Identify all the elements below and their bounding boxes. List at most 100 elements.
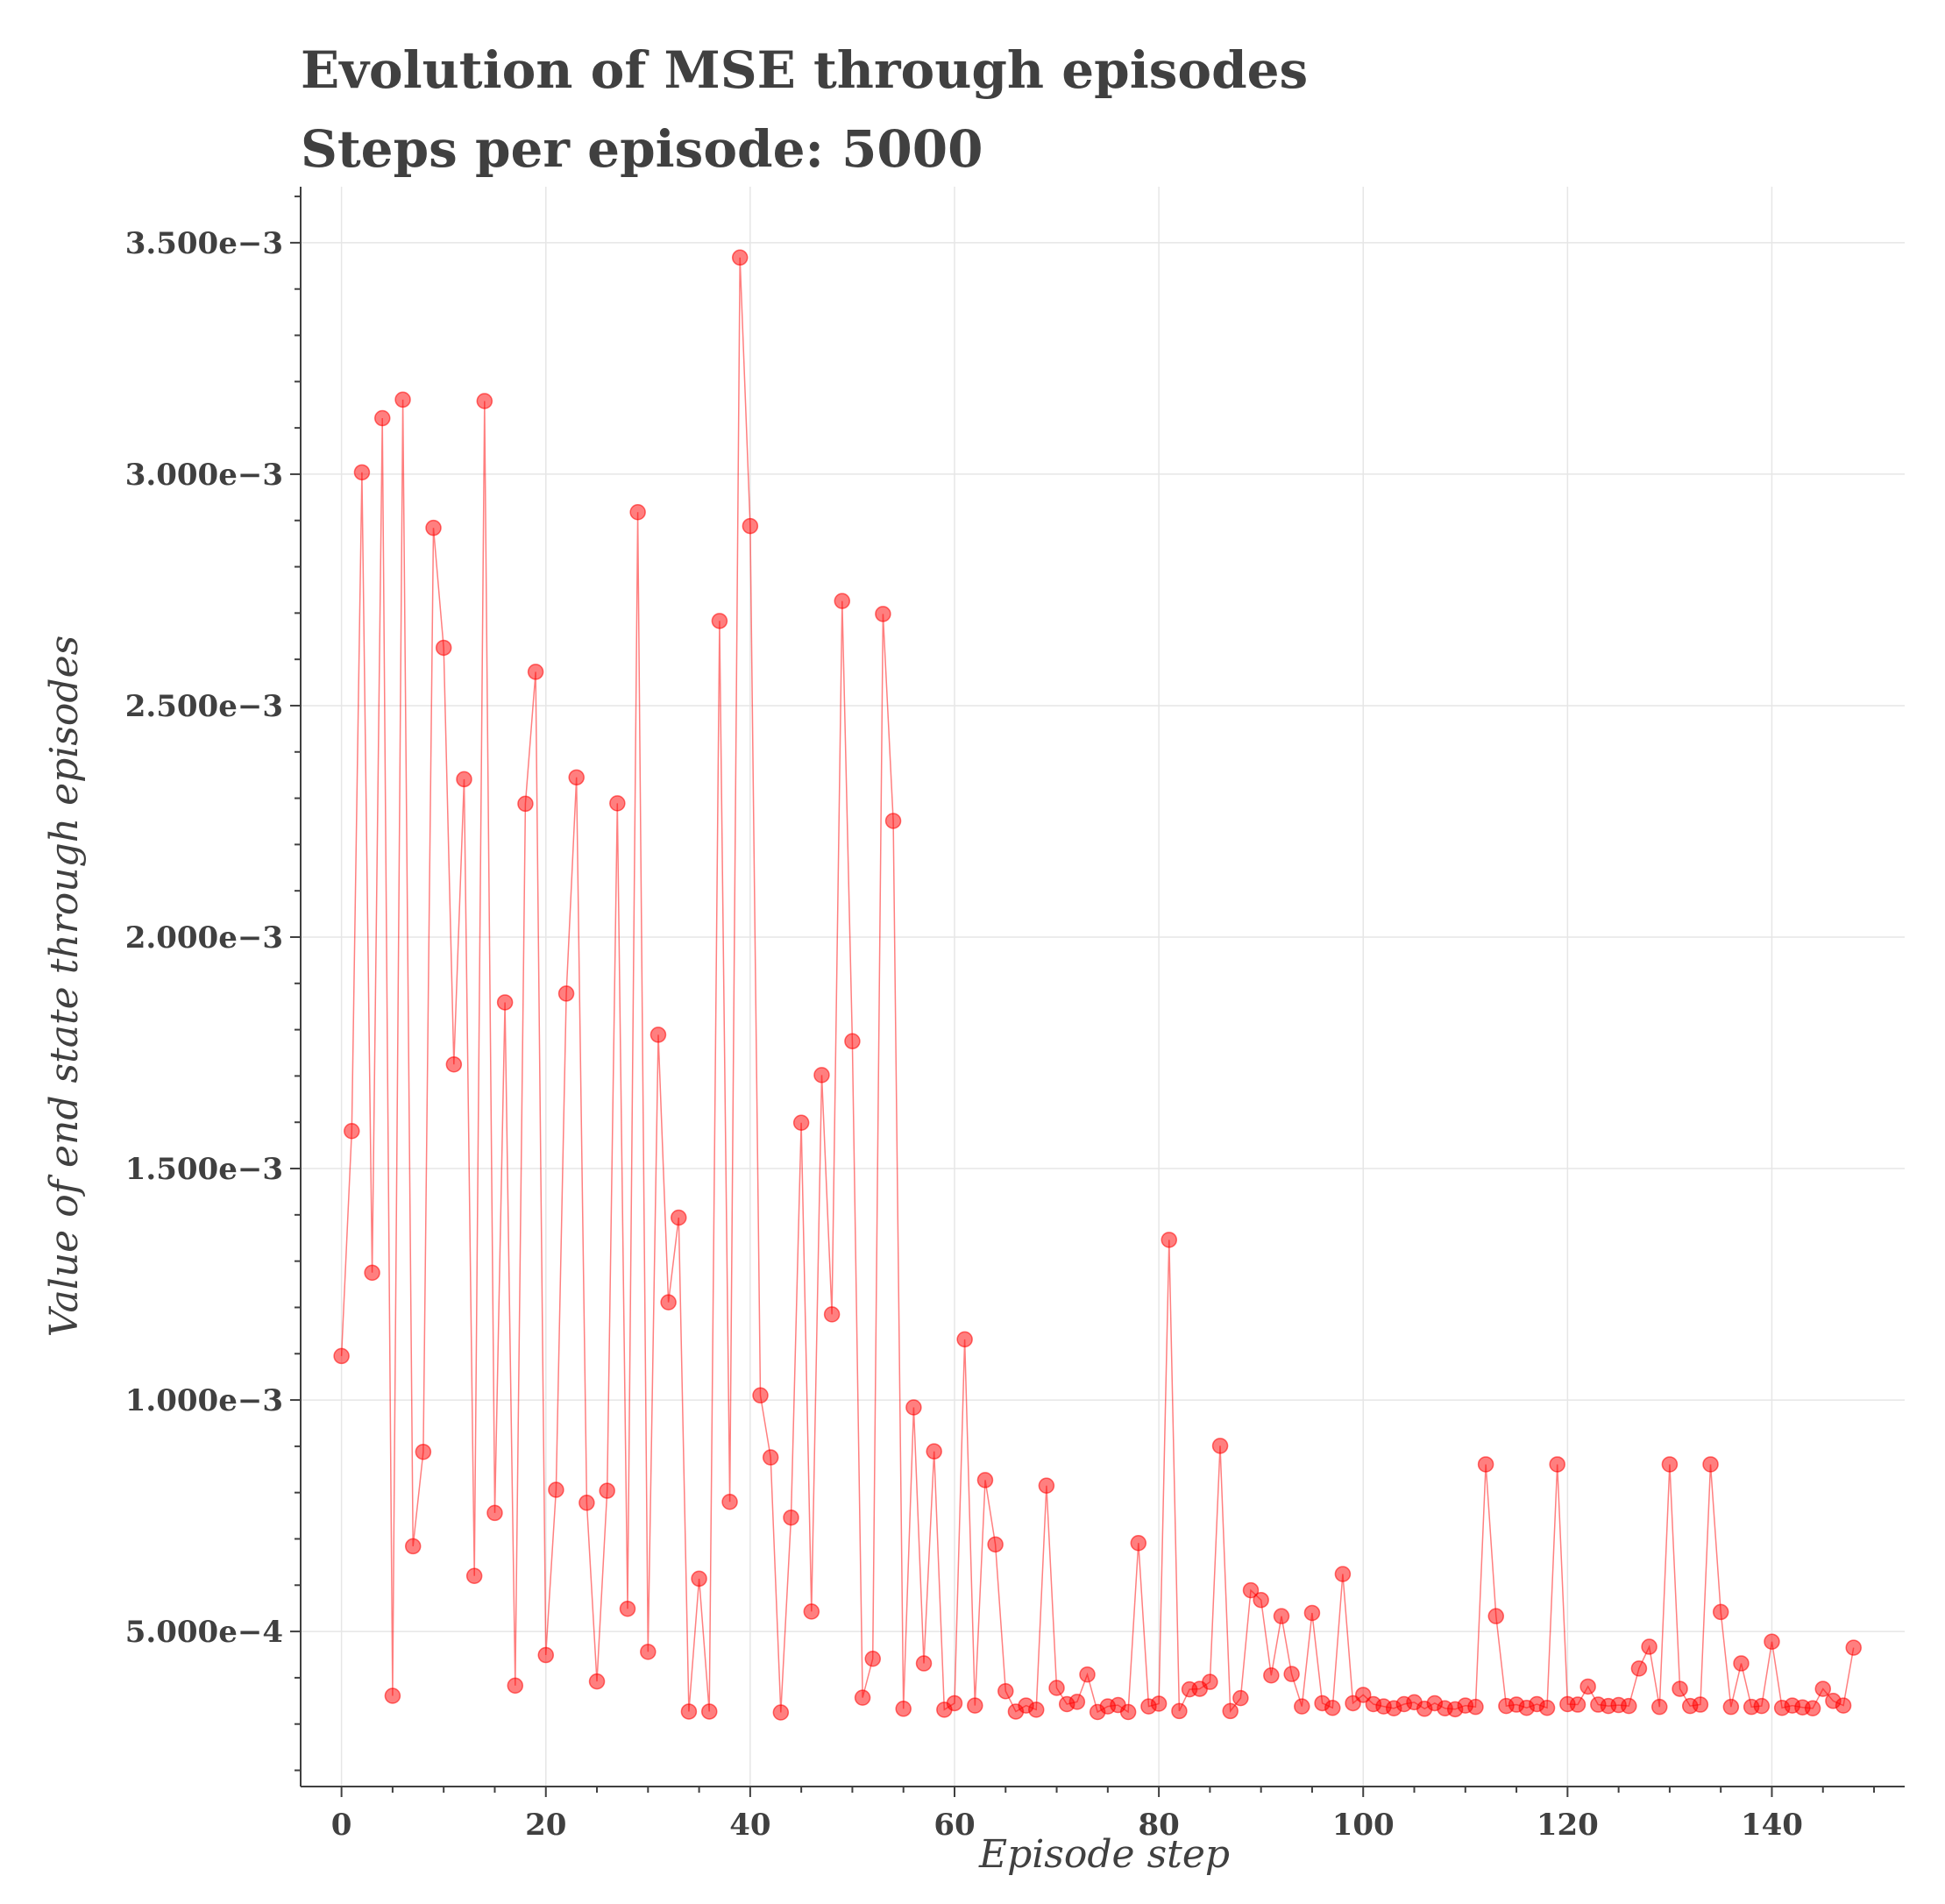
data-point: [792, 1114, 810, 1132]
series-line: [340, 257, 1855, 1714]
data-point: [823, 1306, 841, 1323]
data-point: [445, 1055, 463, 1073]
data-point: [1692, 1696, 1709, 1713]
x-tick-label: 0: [331, 1808, 352, 1843]
data-point: [333, 1347, 350, 1365]
data-point: [1722, 1698, 1740, 1716]
data-point: [671, 1209, 687, 1226]
data-point: [1733, 1655, 1750, 1672]
data-point: [1538, 1699, 1556, 1716]
data-point: [579, 1495, 595, 1511]
data-point: [1334, 1566, 1352, 1582]
data-point: [752, 1387, 769, 1404]
data-point: [1161, 1232, 1178, 1248]
data-point: [844, 1033, 861, 1050]
data-point: [364, 1264, 380, 1282]
chart-subtitle: Steps per episode: 5000: [301, 119, 983, 179]
chart-title: Evolution of MSE through episodes: [301, 40, 1308, 100]
data-point: [915, 1655, 933, 1672]
data-point: [1753, 1697, 1771, 1715]
data-point: [854, 1689, 871, 1706]
axes-spines: [300, 187, 1905, 1787]
data-point: [1477, 1456, 1494, 1473]
data-point: [803, 1603, 820, 1620]
data-point: [1630, 1660, 1648, 1677]
data-point: [373, 409, 391, 427]
data-point: [813, 1067, 830, 1083]
data-point: [1702, 1456, 1719, 1473]
data-point: [1324, 1699, 1341, 1716]
data-point: [762, 1449, 779, 1466]
data-point: [1549, 1456, 1565, 1473]
x-tick-label: 140: [1741, 1808, 1803, 1843]
data-point: [507, 1677, 524, 1694]
data-point: [629, 503, 646, 521]
data-point: [1641, 1638, 1658, 1655]
data-point: [987, 1536, 1004, 1553]
data-point: [884, 813, 902, 829]
data-point: [588, 1673, 606, 1690]
data-point: [1283, 1666, 1300, 1682]
data-point: [435, 639, 452, 657]
data-point: [1651, 1698, 1668, 1716]
data-point: [415, 1443, 432, 1460]
data-point: [568, 769, 585, 786]
y-tick-label: 3.500e−3: [125, 226, 283, 261]
data-point: [721, 1493, 738, 1510]
data-point: [404, 1538, 422, 1555]
data-point: [834, 593, 851, 609]
data-point: [1068, 1694, 1086, 1710]
axis-ticks: 0 20 40 60 80 100 120 140 5.000e−4 1.000e−3 1.500e…: [125, 195, 1876, 1843]
data-point: [680, 1703, 698, 1720]
x-tick-label: 120: [1537, 1808, 1599, 1843]
data-point: [1661, 1456, 1679, 1473]
data-point: [1263, 1667, 1280, 1684]
data-point: [465, 1567, 483, 1584]
data-point: [1467, 1698, 1484, 1716]
data-point: [1242, 1581, 1260, 1599]
y-tick-label: 2.500e−3: [125, 689, 283, 724]
data-point: [997, 1682, 1014, 1700]
data-point: [537, 1646, 554, 1664]
data-point: [1171, 1702, 1188, 1720]
data-point: [517, 795, 534, 813]
data-point: [1222, 1702, 1239, 1720]
data-point: [1579, 1678, 1596, 1695]
data-point: [1569, 1696, 1587, 1713]
data-point: [456, 771, 472, 788]
data-point: [976, 1472, 994, 1488]
data-point: [956, 1331, 973, 1348]
y-tick-label: 1.000e−3: [125, 1383, 283, 1418]
data-point: [599, 1482, 615, 1499]
data-point: [425, 519, 442, 536]
data-point: [527, 664, 544, 680]
data-point: [1027, 1702, 1045, 1718]
x-tick-label: 60: [933, 1808, 975, 1843]
data-point: [394, 391, 411, 409]
data-point: [1294, 1698, 1310, 1715]
y-tick-label: 1.500e−3: [125, 1152, 283, 1187]
data-point: [783, 1509, 799, 1526]
data-point: [967, 1697, 983, 1714]
data-point: [1814, 1680, 1832, 1697]
data-point: [1672, 1680, 1688, 1697]
data-point: [1354, 1687, 1372, 1703]
data-point: [1845, 1639, 1862, 1656]
data-point: [711, 613, 728, 629]
y-tick-label: 2.000e−3: [125, 920, 283, 956]
data-point: [353, 464, 371, 481]
data-point: [557, 985, 575, 1002]
data-point: [1303, 1604, 1321, 1622]
data-point: [486, 1504, 503, 1522]
x-axis-label: Episode step: [978, 1832, 1230, 1877]
data-point: [1804, 1700, 1821, 1717]
data-point: [691, 1570, 707, 1588]
data-point: [496, 994, 514, 1011]
data-point: [926, 1443, 942, 1460]
data-point: [650, 1027, 667, 1043]
data-point: [1764, 1633, 1780, 1650]
data-point: [476, 393, 493, 409]
data-point: [946, 1694, 963, 1712]
data-point: [1079, 1666, 1096, 1683]
